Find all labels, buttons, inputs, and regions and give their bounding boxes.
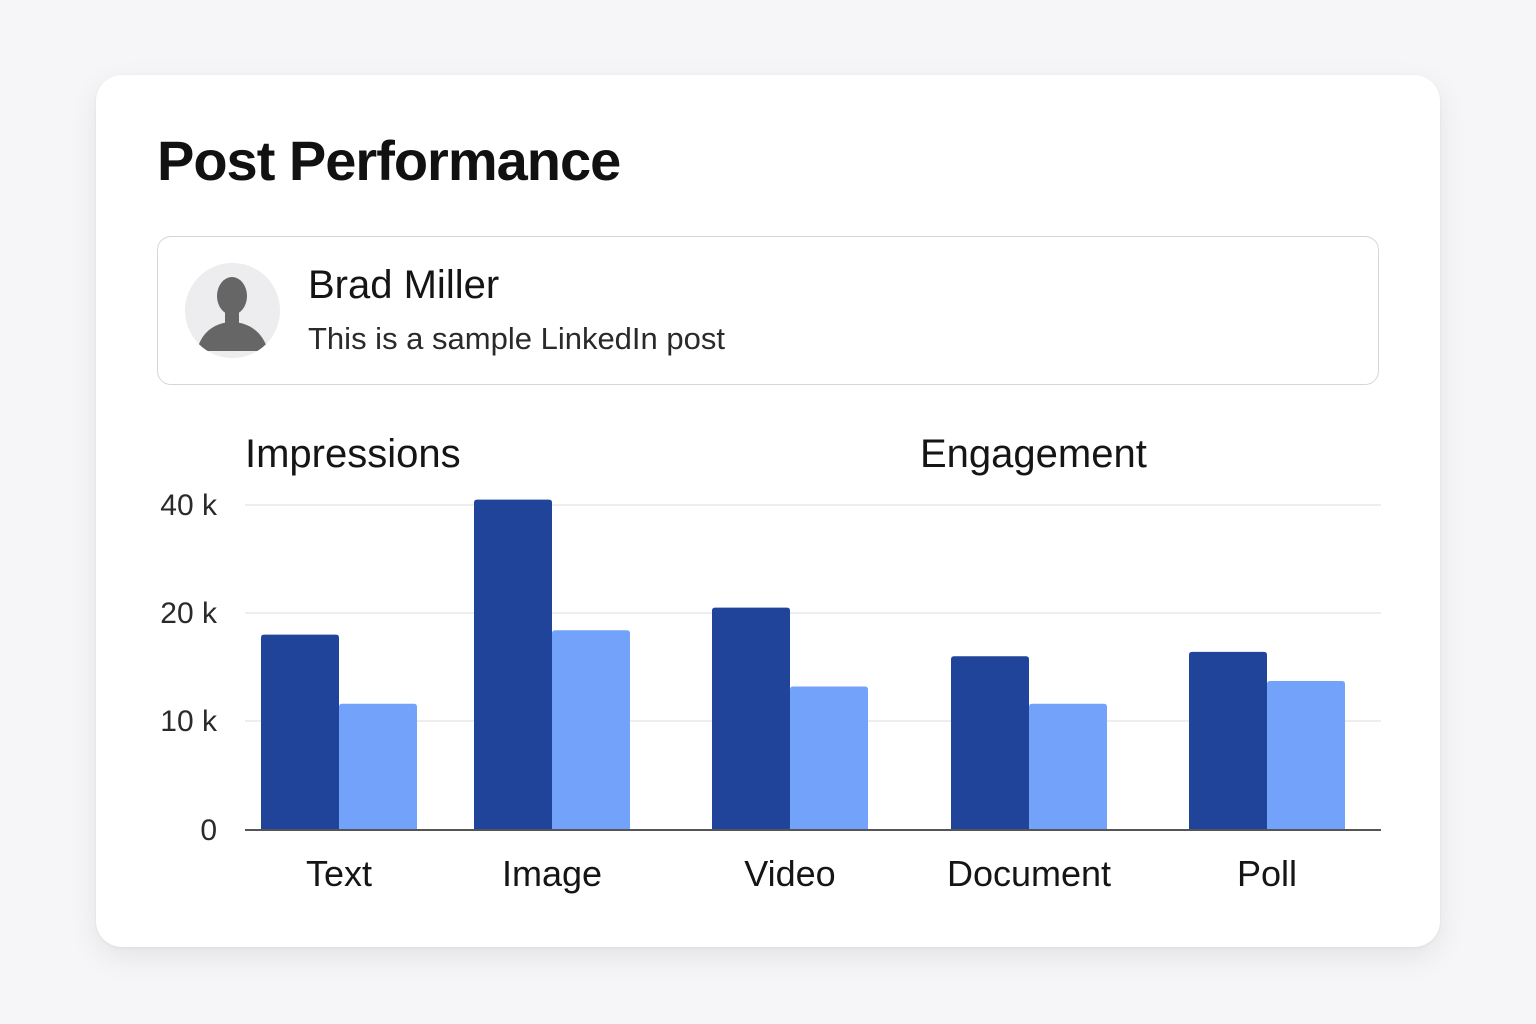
bar-engagement-text[interactable] (339, 703, 417, 830)
y-axis-ticks: 0 10 k 20 k 40 k (160, 489, 218, 847)
x-tick-label: Image (502, 853, 602, 894)
person-silhouette-icon (185, 263, 280, 358)
legend-impressions: Impressions (245, 432, 461, 476)
x-tick-label: Text (306, 853, 372, 894)
bar-engagement-image[interactable] (552, 630, 630, 830)
x-tick-label: Document (947, 853, 1111, 894)
post-performance-chart: 0 10 k 20 k 40 k Text Image Video Document Poll… (160, 432, 1381, 894)
bar-engagement-video[interactable] (790, 686, 868, 830)
bar-engagement-poll[interactable] (1267, 681, 1345, 830)
y-tick-label: 40 k (160, 489, 218, 522)
post-performance-card: Post Performance Brad Miller This is a s… (96, 75, 1440, 947)
page-title: Post Performance (157, 129, 621, 192)
bar-engagement-document[interactable] (1029, 703, 1107, 830)
x-axis-ticks: Text Image Video Document Poll (306, 853, 1297, 894)
bar-impressions-image[interactable] (474, 499, 552, 830)
bar-impressions-poll[interactable] (1189, 651, 1267, 830)
chart-bars (261, 499, 1345, 830)
legend-engagement: Engagement (920, 432, 1147, 476)
x-tick-label: Poll (1237, 853, 1297, 894)
x-tick-label: Video (744, 853, 835, 894)
avatar (185, 263, 280, 358)
bar-impressions-text[interactable] (261, 634, 339, 830)
post-text: This is a sample LinkedIn post (308, 321, 725, 356)
y-tick-label: 0 (200, 814, 217, 847)
y-tick-label: 20 k (160, 597, 218, 630)
bar-impressions-document[interactable] (951, 656, 1029, 830)
post-author-name[interactable]: Brad Miller (308, 263, 500, 307)
bar-impressions-video[interactable] (712, 607, 790, 830)
y-tick-label: 10 k (160, 705, 218, 738)
post-preview[interactable]: Brad Miller This is a sample LinkedIn po… (157, 236, 1379, 385)
